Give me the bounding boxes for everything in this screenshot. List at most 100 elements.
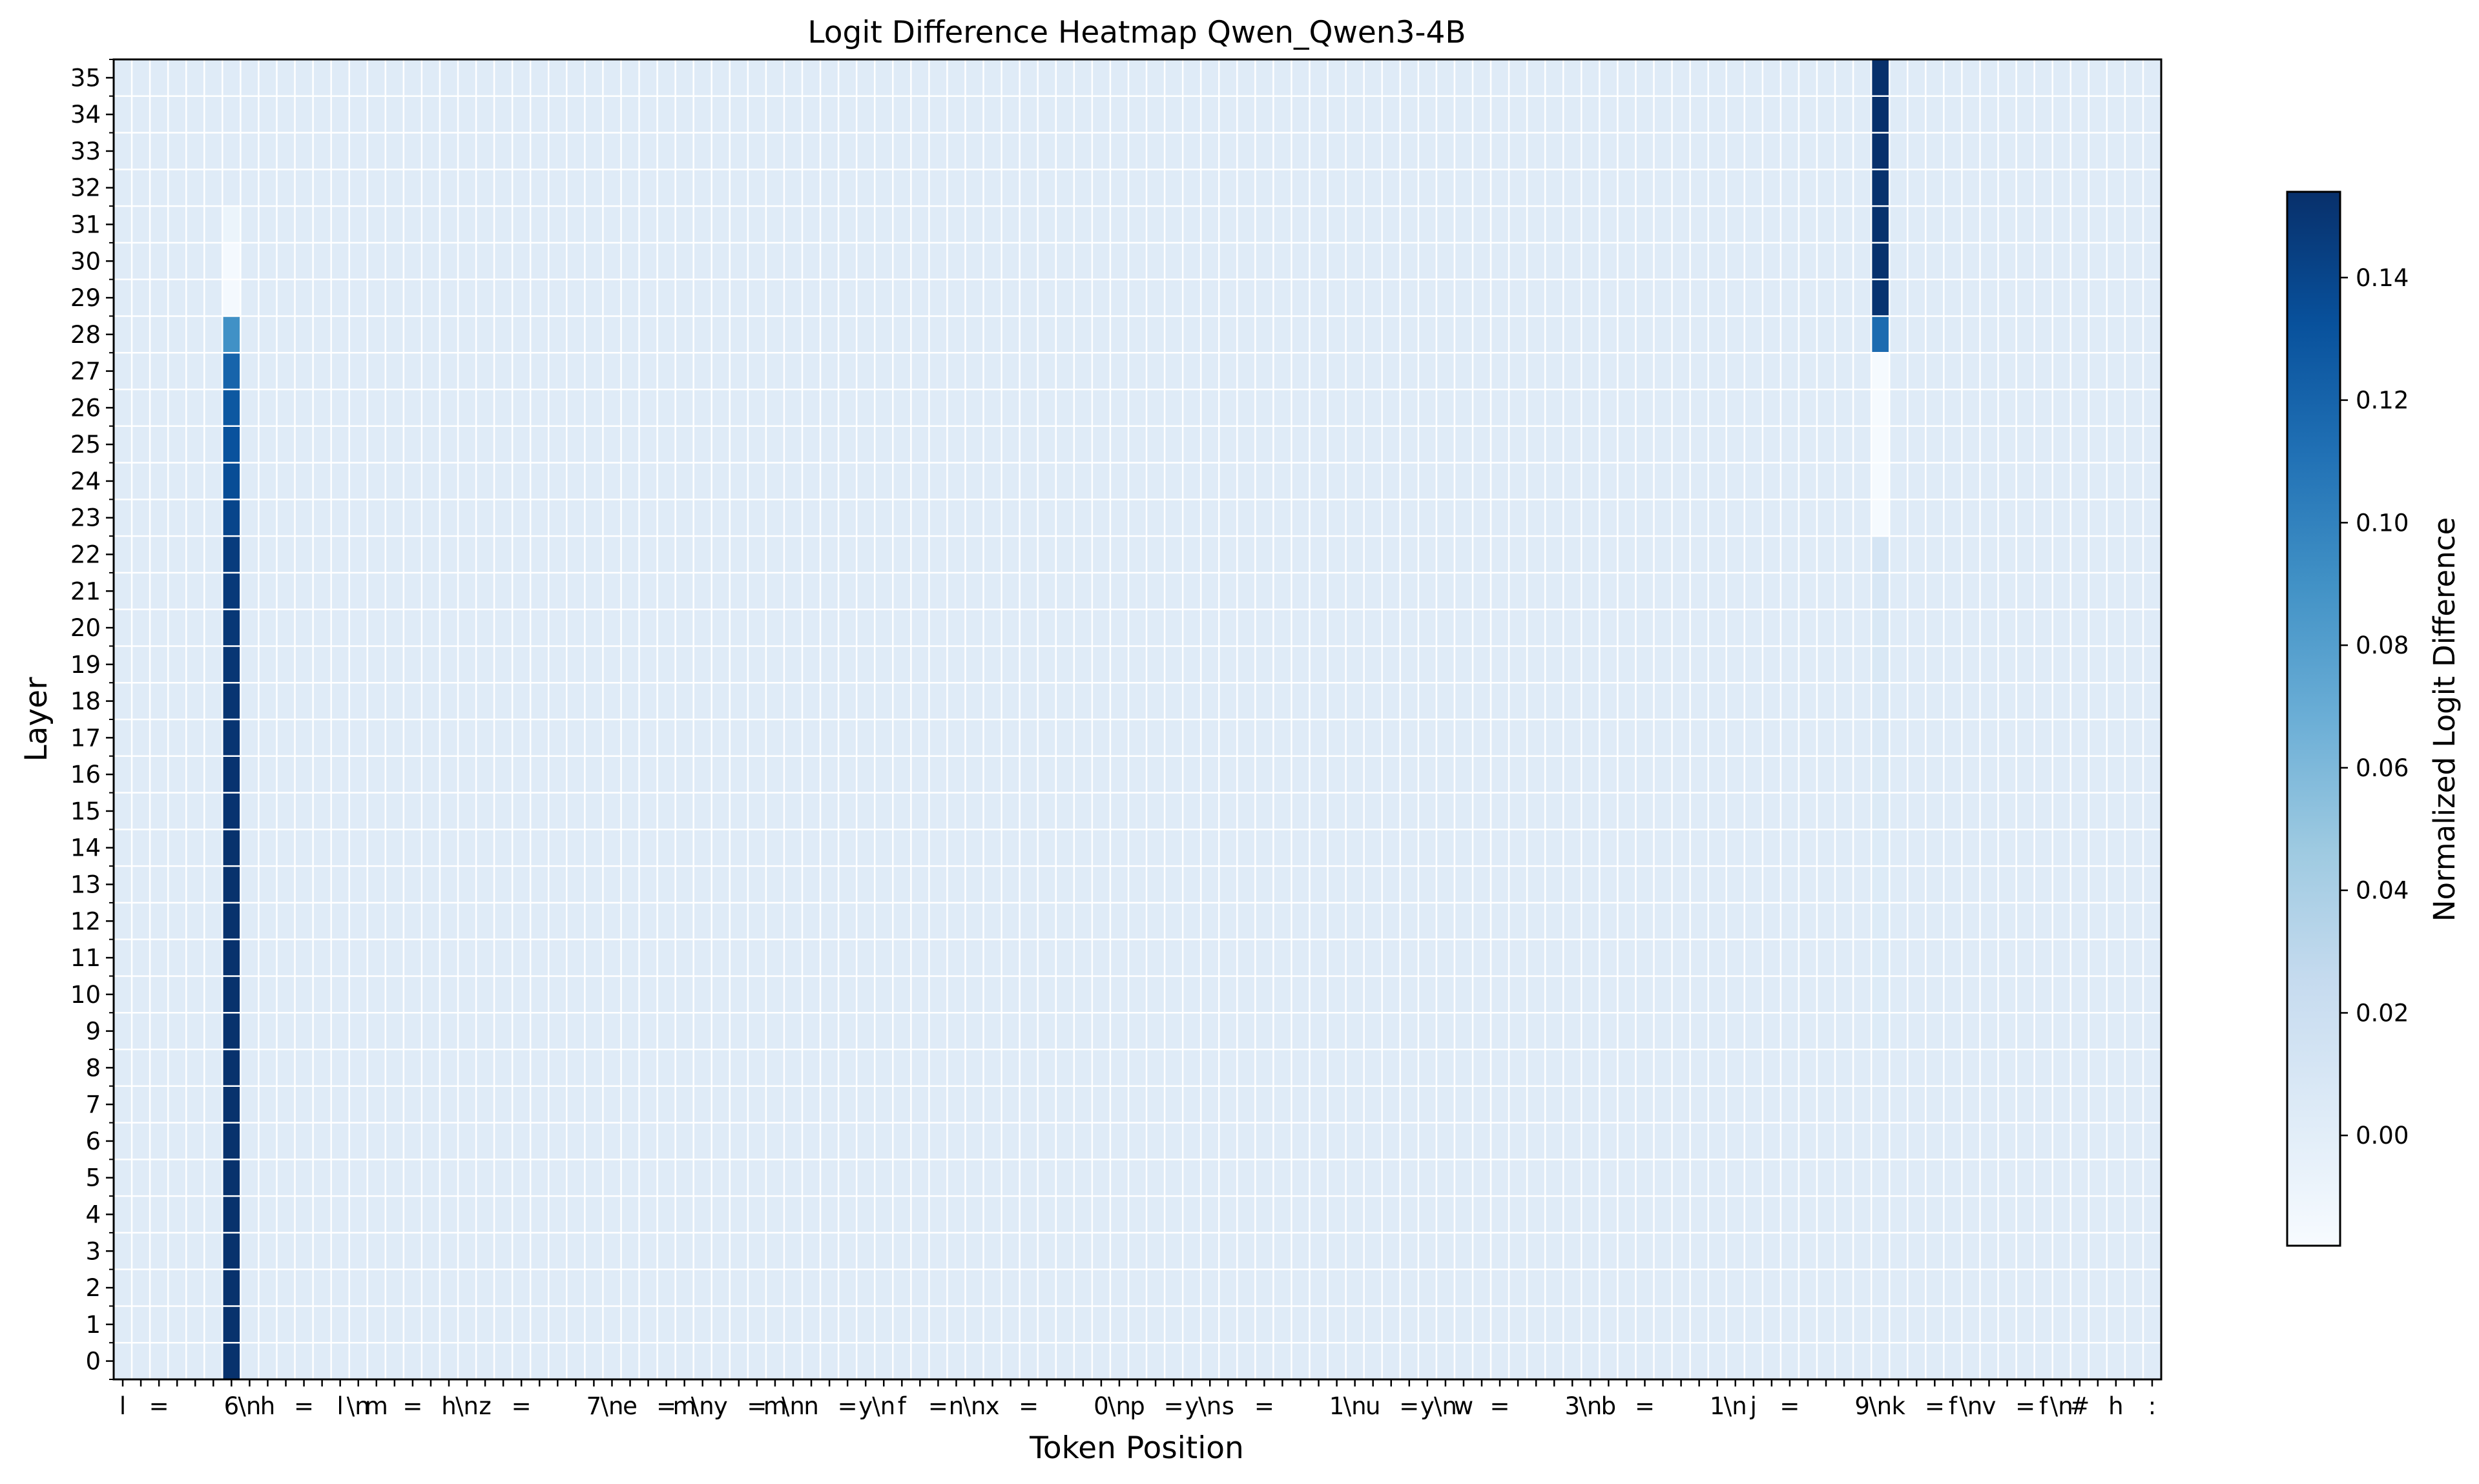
x-tick-label: 7 bbox=[586, 1392, 602, 1420]
heatmap-cell bbox=[1907, 609, 1926, 646]
heatmap-cell bbox=[965, 1306, 984, 1343]
heatmap-cell bbox=[1255, 1343, 1274, 1380]
heatmap-cell bbox=[1853, 939, 1872, 976]
heatmap-cell bbox=[367, 132, 386, 170]
heatmap-cell bbox=[276, 572, 296, 610]
heatmap-cell bbox=[1219, 1013, 1238, 1050]
heatmap-cell bbox=[1998, 389, 2017, 427]
heatmap-cell bbox=[1635, 646, 1655, 683]
heatmap-cell bbox=[295, 1122, 314, 1160]
x-tick-label: = bbox=[294, 1392, 314, 1420]
heatmap-cell bbox=[983, 1086, 1002, 1124]
heatmap-cell bbox=[367, 829, 386, 867]
heatmap-cell bbox=[675, 169, 694, 207]
heatmap-cell bbox=[1871, 829, 1890, 867]
heatmap-cell bbox=[675, 389, 694, 427]
heatmap-cell bbox=[2052, 1013, 2071, 1050]
heatmap-cell bbox=[585, 646, 603, 683]
heatmap-cell bbox=[421, 939, 441, 976]
heatmap-cell bbox=[1074, 976, 1093, 1013]
heatmap-cell bbox=[802, 1013, 821, 1050]
heatmap-cell bbox=[1418, 1306, 1437, 1343]
heatmap-cell bbox=[838, 206, 857, 243]
heatmap-cell bbox=[1128, 1086, 1147, 1124]
heatmap-cell bbox=[1055, 462, 1075, 500]
heatmap-cell bbox=[1400, 536, 1419, 573]
heatmap-cell bbox=[367, 902, 386, 940]
heatmap-cell bbox=[765, 536, 785, 573]
heatmap-cell bbox=[1581, 1122, 1600, 1160]
heatmap-cell bbox=[1816, 353, 1836, 390]
heatmap-cell bbox=[512, 242, 531, 280]
heatmap-cell bbox=[639, 683, 658, 720]
heatmap-cell bbox=[1418, 1013, 1437, 1050]
heatmap-cell bbox=[313, 96, 332, 134]
heatmap-cell bbox=[1219, 866, 1238, 903]
heatmap-cell bbox=[367, 683, 386, 720]
heatmap-cell bbox=[729, 1086, 749, 1124]
heatmap-cell bbox=[512, 976, 531, 1013]
heatmap-cell bbox=[1563, 316, 1582, 353]
heatmap-cell bbox=[729, 939, 749, 976]
heatmap-cell bbox=[1291, 1306, 1311, 1343]
heatmap-cell bbox=[729, 316, 749, 353]
heatmap-cell bbox=[983, 1159, 1002, 1197]
heatmap-cell bbox=[802, 536, 821, 573]
heatmap-cell bbox=[1454, 902, 1473, 940]
heatmap-cell bbox=[168, 59, 187, 97]
heatmap-cell bbox=[1563, 389, 1582, 427]
heatmap-cell bbox=[295, 242, 314, 280]
heatmap-cell bbox=[856, 206, 875, 243]
heatmap-cell bbox=[1146, 866, 1165, 903]
heatmap-cell bbox=[1019, 976, 1039, 1013]
heatmap-cell bbox=[258, 976, 277, 1013]
heatmap-cell bbox=[2052, 719, 2071, 757]
heatmap-cell bbox=[621, 683, 640, 720]
heatmap-cell bbox=[1472, 829, 1491, 867]
heatmap-cell bbox=[476, 1086, 495, 1124]
heatmap-cell bbox=[367, 1086, 386, 1124]
heatmap-cell bbox=[1509, 1122, 1528, 1160]
heatmap-cell bbox=[1853, 609, 1872, 646]
heatmap-cell bbox=[1925, 1269, 1944, 1306]
heatmap-cell bbox=[2016, 902, 2035, 940]
heatmap-cell bbox=[856, 646, 875, 683]
heatmap-cell bbox=[911, 646, 929, 683]
heatmap-cell bbox=[1165, 646, 1183, 683]
heatmap-cell bbox=[512, 609, 531, 646]
heatmap-cell bbox=[1545, 536, 1564, 573]
heatmap-cell bbox=[1944, 572, 1962, 610]
heatmap-cell bbox=[1291, 96, 1311, 134]
heatmap-cell bbox=[1327, 866, 1347, 903]
heatmap-cell bbox=[1962, 536, 1980, 573]
heatmap-cell bbox=[2052, 976, 2071, 1013]
heatmap-cell bbox=[1907, 536, 1926, 573]
heatmap-cell bbox=[965, 792, 984, 830]
heatmap-cell bbox=[458, 829, 477, 867]
heatmap-cell bbox=[1055, 756, 1075, 794]
heatmap-cell bbox=[711, 1232, 731, 1270]
heatmap-cell bbox=[965, 96, 984, 134]
heatmap-cell bbox=[114, 1049, 132, 1087]
heatmap-cell bbox=[548, 646, 567, 683]
heatmap-cell bbox=[566, 829, 585, 867]
heatmap-cell bbox=[421, 902, 441, 940]
heatmap-cell bbox=[1835, 1269, 1854, 1306]
heatmap-cell bbox=[331, 1306, 350, 1343]
heatmap-cell bbox=[2088, 976, 2108, 1013]
heatmap-cell bbox=[168, 646, 187, 683]
heatmap-cell bbox=[1418, 499, 1437, 537]
heatmap-cell bbox=[1527, 242, 1546, 280]
heatmap-cell bbox=[893, 976, 911, 1013]
heatmap-cell bbox=[1835, 646, 1854, 683]
heatmap-cell bbox=[349, 866, 368, 903]
heatmap-cell bbox=[1654, 866, 1673, 903]
heatmap-cell bbox=[929, 132, 948, 170]
y-tick-label: 27 bbox=[70, 358, 101, 386]
heatmap-cell bbox=[1454, 1196, 1473, 1233]
heatmap-cell bbox=[1400, 59, 1419, 97]
heatmap-cell bbox=[1654, 1159, 1673, 1197]
heatmap-cell bbox=[439, 939, 459, 976]
heatmap-cell bbox=[675, 756, 694, 794]
heatmap-cell bbox=[675, 536, 694, 573]
